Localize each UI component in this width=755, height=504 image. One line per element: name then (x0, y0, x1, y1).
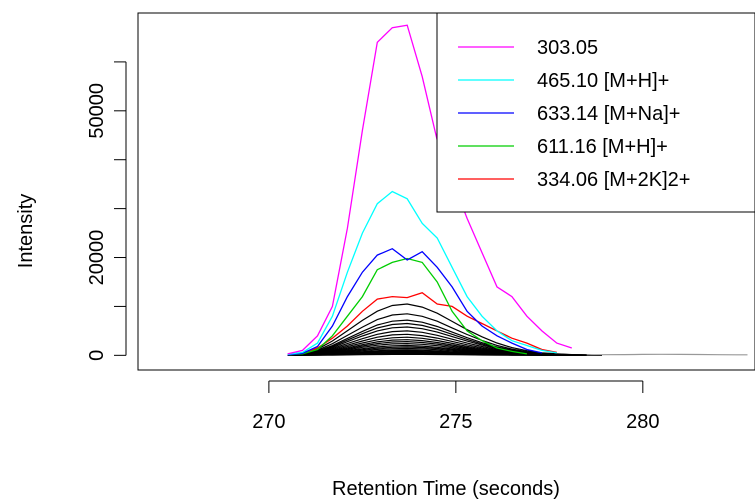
x-axis-label: Retention Time (seconds) (332, 478, 560, 500)
y-axis-label: Intensity (15, 194, 37, 268)
y-tick-label: 20000 (86, 230, 108, 286)
x-tick-label: 280 (626, 411, 659, 433)
series-lines (287, 24, 573, 356)
legend-label: 334.06 [M+2K]2+ (537, 169, 690, 191)
series-line (287, 291, 557, 356)
series-line (287, 24, 573, 355)
x-tick-label: 275 (439, 411, 472, 433)
legend-label: 303.05 (537, 37, 598, 59)
gray-trace (586, 353, 748, 356)
legend: 303.05 465.10 [M+H]+ 633.14 [M+Na]+ 611.16 … (436, 12, 755, 213)
background-trace (287, 353, 602, 356)
background-traces (287, 303, 602, 356)
legend-label: 611.16 [M+H]+ (537, 136, 668, 158)
series-line (287, 247, 543, 356)
y-tick-label: 0 (86, 350, 108, 361)
series-line (287, 257, 528, 356)
y-axis: 0 20000 50000 (86, 61, 127, 361)
legend-label: 633.14 [M+Na]+ (537, 103, 680, 125)
series-line (287, 190, 557, 356)
legend-label: 465.10 [M+H]+ (537, 70, 669, 92)
x-tick-label: 270 (252, 411, 285, 433)
gray-trace-line (586, 353, 748, 356)
y-tick-label: 50000 (86, 83, 108, 139)
x-axis: 270 275 280 (252, 380, 660, 433)
